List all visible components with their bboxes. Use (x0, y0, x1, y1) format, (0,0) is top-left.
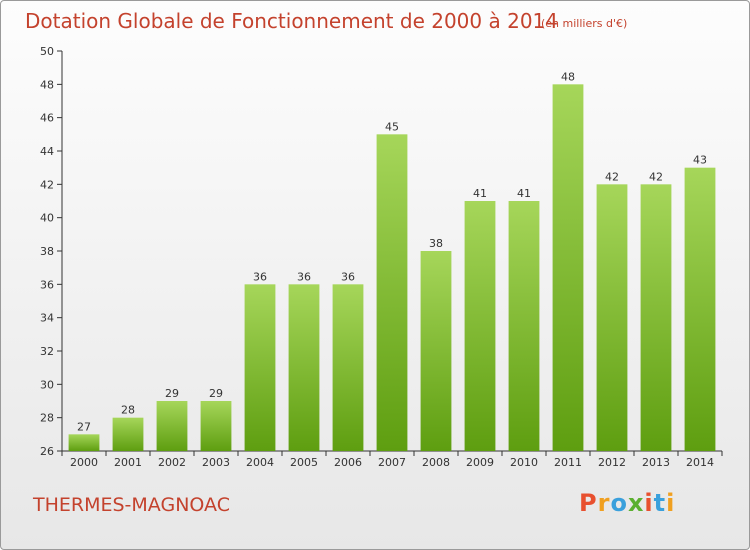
x-tick-label: 2000 (70, 456, 98, 469)
y-tick-label: 32 (40, 345, 54, 358)
y-tick-label: 28 (40, 412, 54, 425)
y-tick-label: 50 (40, 45, 54, 58)
x-tick-label: 2014 (686, 456, 714, 469)
y-tick-label: 44 (40, 145, 54, 158)
logo-letter: o (610, 489, 628, 517)
bar-value-label: 48 (561, 70, 575, 83)
bar (596, 184, 628, 452)
x-tick-label: 2005 (290, 456, 318, 469)
bar (68, 434, 100, 451)
x-tick-label: 2004 (246, 456, 274, 469)
bar-value-label: 27 (77, 420, 91, 433)
chart-subtitle: (en milliers d'€) (541, 17, 628, 30)
bar (464, 201, 496, 451)
x-tick-label: 2001 (114, 456, 142, 469)
x-tick-label: 2009 (466, 456, 494, 469)
bar (640, 184, 672, 452)
bar-value-label: 28 (121, 404, 135, 417)
bar (508, 201, 540, 451)
logo-letter: r (597, 489, 611, 517)
y-tick-label: 46 (40, 112, 54, 125)
bar (156, 401, 188, 451)
bar-value-label: 36 (297, 270, 311, 283)
x-tick-label: 2007 (378, 456, 406, 469)
bar (112, 417, 144, 451)
logo-letter: x (627, 489, 645, 517)
bar (376, 134, 408, 452)
bar-value-label: 36 (341, 270, 355, 283)
chart-title: Dotation Globale de Fonctionnement de 20… (25, 9, 558, 33)
logo-letter: t (653, 489, 667, 517)
x-tick-label: 2003 (202, 456, 230, 469)
bar-value-label: 41 (473, 187, 487, 200)
x-tick-label: 2008 (422, 456, 450, 469)
logo-letter: i (644, 489, 654, 517)
proxiti-logo: Proxiti (579, 489, 675, 517)
bar-value-label: 43 (693, 154, 707, 167)
bar-value-label: 42 (605, 170, 619, 183)
bar-value-label: 45 (385, 120, 399, 133)
x-tick-label: 2010 (510, 456, 538, 469)
bar (288, 284, 320, 451)
y-tick-label: 36 (40, 278, 54, 291)
bar (684, 167, 716, 451)
x-tick-label: 2012 (598, 456, 626, 469)
y-tick-label: 42 (40, 178, 54, 191)
bar (244, 284, 276, 451)
bar (552, 84, 584, 451)
bar-value-label: 29 (165, 387, 179, 400)
y-tick-label: 48 (40, 78, 54, 91)
bar-value-label: 41 (517, 187, 531, 200)
x-tick-label: 2006 (334, 456, 362, 469)
logo-letter: P (579, 489, 598, 517)
bar (200, 401, 232, 451)
logo-letter: i (666, 489, 676, 517)
bar-value-label: 38 (429, 237, 443, 250)
x-tick-label: 2013 (642, 456, 670, 469)
bar-value-label: 29 (209, 387, 223, 400)
bar (420, 251, 452, 451)
x-tick-label: 2011 (554, 456, 582, 469)
y-tick-label: 40 (40, 212, 54, 225)
y-tick-label: 26 (40, 445, 54, 458)
commune-name: THERMES-MAGNOAC (33, 494, 230, 516)
y-tick-label: 30 (40, 378, 54, 391)
y-tick-label: 34 (40, 312, 54, 325)
bar-value-label: 42 (649, 170, 663, 183)
bar-value-label: 36 (253, 270, 267, 283)
bar (332, 284, 364, 451)
x-tick-label: 2002 (158, 456, 186, 469)
y-tick-label: 38 (40, 245, 54, 258)
